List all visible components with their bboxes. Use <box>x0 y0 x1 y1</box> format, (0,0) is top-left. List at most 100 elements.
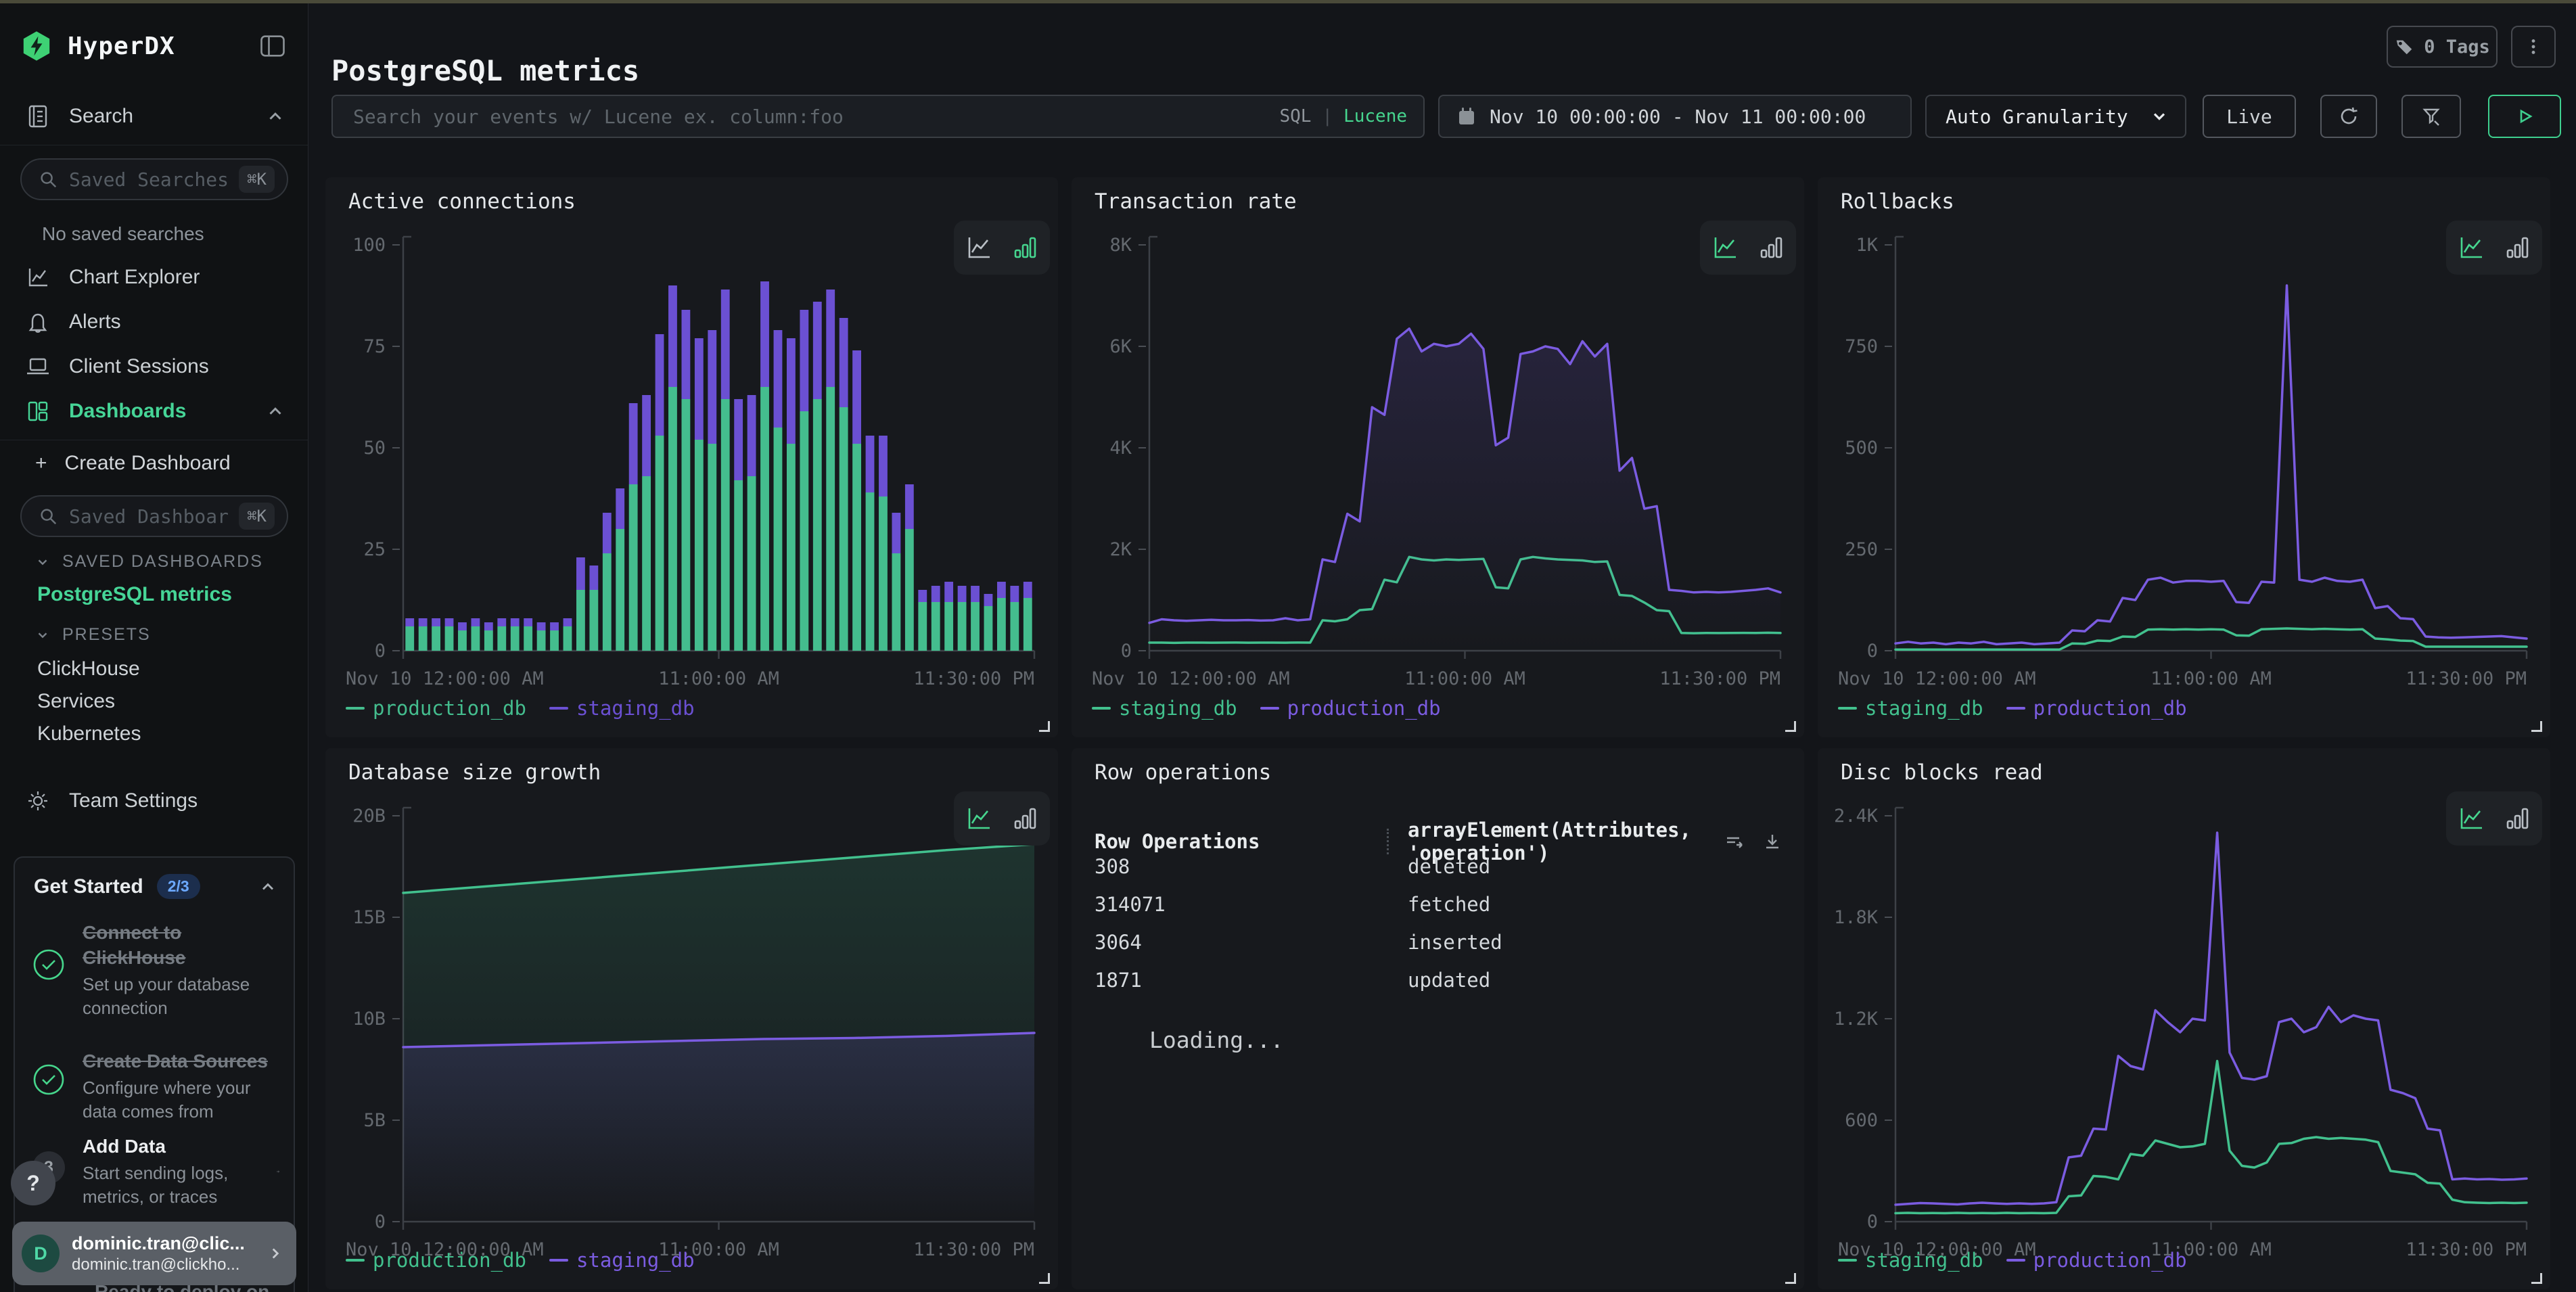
line-chart-toggle-icon[interactable] <box>963 803 994 834</box>
column-header-row-operations[interactable]: Row Operations <box>1095 830 1387 853</box>
table-row[interactable]: 314071fetched <box>1095 893 1784 916</box>
legend-dash <box>1260 707 1279 710</box>
line-chart-toggle-icon[interactable] <box>2456 803 2487 834</box>
search-icon <box>38 506 58 526</box>
svg-text:20B: 20B <box>352 806 386 827</box>
column-separator[interactable] <box>1387 829 1389 854</box>
get-started-step-add-data[interactable]: 3 Add Data Start sending logs, metrics, … <box>32 1134 280 1209</box>
sidebar-collapse-icon[interactable] <box>256 31 289 61</box>
saved-dashboards-input[interactable]: Saved Dashboards ⌘K <box>20 495 288 537</box>
logo[interactable]: HyperDX <box>20 30 175 62</box>
granularity-select[interactable]: Auto Granularity <box>1925 95 2186 138</box>
sidebar-item-alerts[interactable]: Alerts <box>0 300 308 344</box>
get-started-step-connect[interactable]: Connect to ClickHouse Set up your databa… <box>32 920 280 1020</box>
legend-item: staging_db <box>549 697 695 720</box>
plus-icon: + <box>35 452 47 474</box>
cell-value: 314071 <box>1095 893 1408 916</box>
live-button[interactable]: Live <box>2203 95 2296 138</box>
svg-text:11:00:00 AM: 11:00:00 AM <box>658 668 779 689</box>
chart-type-toggle <box>954 221 1050 275</box>
sidebar-item-label: Dashboards <box>69 400 186 423</box>
dashboard-menu-button[interactable] <box>2511 26 2556 68</box>
panel-title: Rollbacks <box>1841 189 1954 214</box>
bar-chart-toggle-icon[interactable] <box>2502 232 2533 263</box>
panel-resize-handle[interactable] <box>1039 1273 1050 1284</box>
create-dashboard-button[interactable]: +Create Dashboard <box>35 452 231 475</box>
svg-text:600: 600 <box>1845 1110 1878 1131</box>
table-row[interactable]: 308deleted <box>1095 855 1784 878</box>
user-name: dominic.tran@clic... <box>72 1232 245 1255</box>
cell-value: 1871 <box>1095 969 1408 992</box>
dashboard-link-postgresql-metrics[interactable]: PostgreSQL metrics <box>37 583 232 606</box>
gear-icon <box>24 787 51 814</box>
help-button[interactable]: ? <box>11 1161 55 1205</box>
section-label: SAVED DASHBOARDS <box>62 552 263 572</box>
bar-chart-toggle-icon[interactable] <box>1009 232 1040 263</box>
line-chart-toggle-icon[interactable] <box>963 232 994 263</box>
refresh-button[interactable] <box>2320 95 2377 138</box>
sql-toggle[interactable]: SQL <box>1279 106 1311 126</box>
legend-label: production_db <box>373 1249 526 1272</box>
plot-svg: 05B10B15B20BNov 10 12:00:00 AM11:00:00 A… <box>325 748 1058 1289</box>
legend-item: staging_db <box>549 1249 695 1272</box>
panel-resize-handle[interactable] <box>1785 1273 1796 1284</box>
chart-type-toggle <box>2446 221 2542 275</box>
sidebar-item-client-sessions[interactable]: Client Sessions <box>0 345 308 388</box>
svg-text:11:30:00 PM: 11:30:00 PM <box>2406 1239 2527 1260</box>
svg-text:11:30:00 PM: 11:30:00 PM <box>913 668 1034 689</box>
saved-searches-input[interactable]: Saved Searches ⌘K <box>20 158 288 200</box>
preset-link-services[interactable]: Services <box>37 690 115 713</box>
bar-chart-toggle-icon[interactable] <box>1009 803 1040 834</box>
column-options-icon[interactable] <box>1723 830 1746 853</box>
sidebar-item-search[interactable]: Search <box>0 95 308 138</box>
section-saved-dashboards[interactable]: SAVED DASHBOARDS <box>35 552 263 572</box>
user-menu[interactable]: D dominic.tran@clic... dominic.tran@clic… <box>12 1222 296 1285</box>
svg-text:1K: 1K <box>1856 235 1878 256</box>
svg-text:8K: 8K <box>1109 235 1132 256</box>
chevron-up-icon[interactable] <box>265 106 285 126</box>
granularity-value: Auto Granularity <box>1946 106 2150 128</box>
panel-resize-handle[interactable] <box>2531 721 2542 732</box>
sidebar-item-chart-explorer[interactable]: Chart Explorer <box>0 256 308 299</box>
chart-legend: staging_dbproduction_db <box>1838 697 2187 720</box>
lucene-toggle[interactable]: Lucene <box>1343 106 1407 126</box>
chevron-up-icon[interactable] <box>265 401 285 421</box>
legend-item: production_db <box>346 697 526 720</box>
run-query-button[interactable] <box>2488 95 2561 138</box>
sidebar-item-team-settings[interactable]: Team Settings <box>0 779 308 823</box>
panel-resize-handle[interactable] <box>1785 721 1796 732</box>
line-chart-toggle-icon[interactable] <box>2456 232 2487 263</box>
legend-label: staging_db <box>1119 697 1237 720</box>
cell-operation: deleted <box>1408 855 1490 878</box>
filter-button[interactable] <box>2401 95 2461 138</box>
panel-resize-handle[interactable] <box>1039 721 1050 732</box>
svg-text:250: 250 <box>1845 539 1878 560</box>
event-search-input[interactable]: Search your events w/ Lucene ex. column:… <box>331 95 1425 138</box>
preset-link-clickhouse[interactable]: ClickHouse <box>37 657 140 680</box>
search-icon <box>38 169 58 189</box>
download-icon[interactable] <box>1761 830 1784 853</box>
saved-dashboards-placeholder: Saved Dashboards <box>69 505 228 528</box>
legend-dash <box>2006 1259 2025 1262</box>
table-row[interactable]: 3064inserted <box>1095 931 1784 954</box>
svg-text:0: 0 <box>375 1212 386 1232</box>
preset-link-kubernetes[interactable]: Kubernetes <box>37 722 141 745</box>
bar-chart-toggle-icon[interactable] <box>1755 232 1787 263</box>
legend-label: production_db <box>2033 697 2187 720</box>
bar-chart-toggle-icon[interactable] <box>2502 803 2533 834</box>
search-placeholder: Search your events w/ Lucene ex. column:… <box>353 106 1279 128</box>
sidebar-item-label: Search <box>69 105 133 128</box>
panel-resize-handle[interactable] <box>2531 1273 2542 1284</box>
chevron-up-icon[interactable] <box>258 877 277 896</box>
line-chart-toggle-icon[interactable] <box>1709 232 1741 263</box>
calendar-icon <box>1456 106 1477 127</box>
get-started-header[interactable]: Get Started 2/3 <box>34 874 277 899</box>
date-range-picker[interactable]: Nov 10 00:00:00 - Nov 11 00:00:00 <box>1438 95 1912 138</box>
table-row[interactable]: 1871updated <box>1095 969 1784 992</box>
sidebar-item-dashboards[interactable]: Dashboards <box>0 390 308 433</box>
search-nav-icon <box>24 103 51 130</box>
dashboards-icon <box>24 398 51 425</box>
get-started-step-sources[interactable]: Create Data Sources Configure where your… <box>32 1048 280 1124</box>
tags-button[interactable]: 0 Tags <box>2387 26 2498 68</box>
section-presets[interactable]: PRESETS <box>35 625 151 645</box>
